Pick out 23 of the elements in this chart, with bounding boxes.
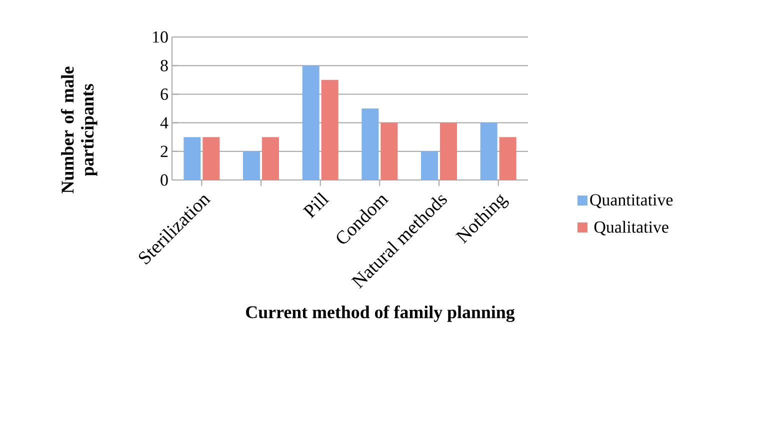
- bar: [440, 122, 457, 180]
- bar: [380, 122, 398, 180]
- bar: [362, 108, 379, 180]
- bar: [421, 151, 438, 180]
- y-tick-label: 0: [160, 174, 168, 186]
- y-tick-label: 2: [160, 146, 168, 158]
- legend-label: Qualitative: [594, 220, 668, 236]
- bar: [202, 137, 220, 180]
- y-tick-label: 6: [160, 88, 168, 100]
- y-tick-label: 10: [153, 31, 168, 43]
- x-tick-label: Pill: [302, 192, 330, 218]
- bar: [262, 137, 279, 180]
- y-axis-title: Number of male participants: [60, 66, 98, 194]
- x-axis-title: Current method of family planning: [246, 305, 515, 322]
- bar: [184, 137, 201, 180]
- y-tick-label: 8: [160, 60, 168, 72]
- bar: [499, 137, 516, 180]
- bar: [321, 80, 338, 180]
- legend-label: Quantitative: [590, 194, 673, 208]
- bar: [480, 122, 498, 180]
- y-tick-label: 4: [160, 117, 168, 128]
- bar: [302, 66, 320, 180]
- bar: [243, 151, 260, 180]
